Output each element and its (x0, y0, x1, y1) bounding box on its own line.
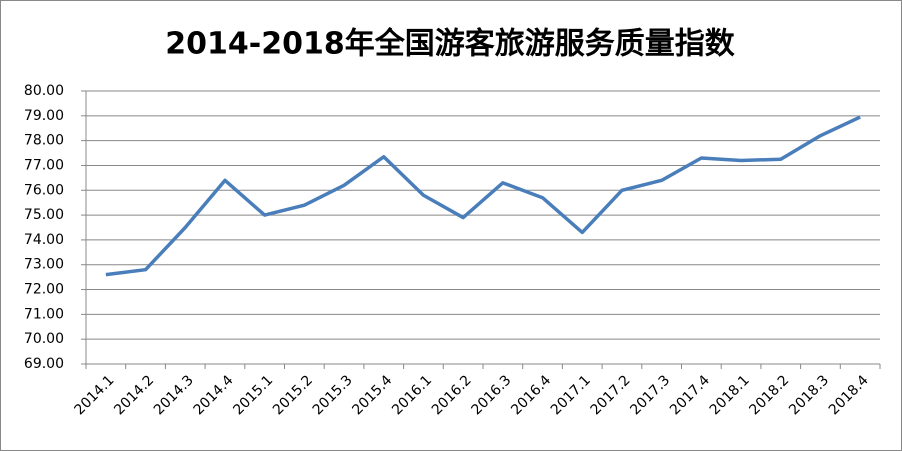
y-tick-label: 73.00 (24, 257, 64, 273)
y-tick-label: 80.00 (24, 83, 64, 99)
y-tick-label: 75.00 (24, 207, 64, 223)
data-line (105, 115, 861, 277)
y-tick-label: 74.00 (24, 232, 64, 248)
y-tick-label: 69.00 (24, 356, 64, 372)
y-tick-label: 78.00 (24, 133, 64, 149)
chart-title: 2014-2018年全国游客旅游服务质量指数 (165, 27, 735, 62)
y-tick-label: 72.00 (24, 282, 64, 298)
y-tick-label: 70.00 (24, 331, 64, 347)
y-tick-label: 79.00 (24, 108, 64, 124)
y-tick-label: 71.00 (24, 306, 64, 322)
y-tick-label: 77.00 (24, 157, 64, 173)
y-tick-label: 76.00 (24, 182, 64, 198)
